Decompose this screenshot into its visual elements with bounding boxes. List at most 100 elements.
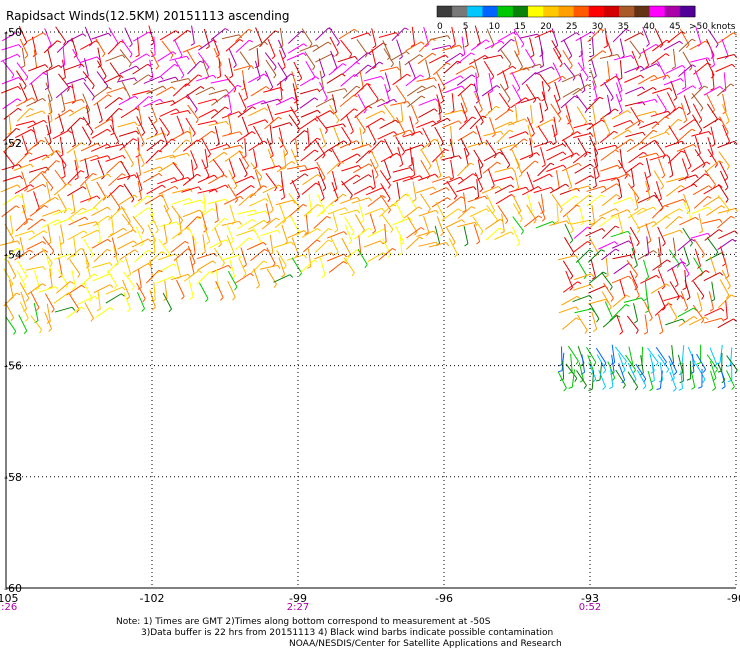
- wind-barb: [336, 143, 341, 147]
- wind-barb: [279, 81, 283, 100]
- wind-barb: [39, 196, 56, 208]
- wind-barb: [260, 264, 278, 270]
- wind-barb: [19, 38, 29, 56]
- wind-barb: [416, 230, 434, 237]
- wind-barb: [366, 83, 371, 86]
- wind-barb: [433, 77, 437, 82]
- wind-barb: [552, 62, 562, 79]
- wind-barb: [249, 185, 264, 198]
- wind-barb: [196, 74, 214, 82]
- wind-barb: [681, 65, 686, 69]
- wind-barb: [333, 126, 341, 144]
- wind-barb: [710, 87, 715, 91]
- wind-barb: [350, 130, 354, 135]
- wind-barb: [501, 213, 505, 232]
- wind-barb: [514, 103, 518, 122]
- wind-barb: [312, 41, 329, 53]
- wind-barb: [693, 316, 698, 320]
- wind-barb: [30, 83, 38, 101]
- wind-barb: [535, 72, 540, 75]
- wind-barb: [17, 260, 28, 277]
- wind-barb: [575, 31, 592, 42]
- wind-barb: [53, 292, 69, 304]
- wind-barb: [265, 203, 271, 221]
- wind-barb: [598, 177, 617, 183]
- wind-barb: [181, 74, 185, 79]
- wind-barb: [15, 152, 29, 166]
- wind-barb: [16, 53, 21, 58]
- wind-barb: [68, 106, 85, 117]
- wind-barb: [562, 360, 565, 379]
- wind-barb: [211, 130, 216, 134]
- wind-barb: [650, 110, 669, 117]
- wind-barb: [83, 282, 93, 299]
- wind-barb: [629, 235, 636, 253]
- wind-barb: [278, 127, 284, 146]
- wind-barb: [3, 268, 14, 285]
- wind-barb: [562, 50, 573, 66]
- wind-barb: [420, 41, 425, 45]
- wind-barb: [213, 174, 218, 179]
- wind-barb: [617, 214, 624, 233]
- wind-barb: [363, 75, 382, 82]
- wind-barb: [27, 32, 44, 42]
- wind-barb: [563, 62, 576, 78]
- wind-barb: [646, 198, 651, 202]
- wind-barb: [90, 155, 108, 162]
- wind-barb: [250, 248, 265, 262]
- wind-barb: [105, 286, 123, 295]
- wind-barb: [657, 265, 662, 269]
- wind-barb: [0, 184, 18, 193]
- wind-barb: [733, 318, 737, 322]
- wind-barb: [447, 197, 451, 201]
- wind-barb: [495, 194, 512, 205]
- wind-barb: [187, 104, 199, 120]
- wind-barb: [627, 173, 631, 177]
- wind-barb: [119, 249, 135, 261]
- wind-barb: [685, 44, 690, 49]
- colorbar-tick-label: 0: [437, 22, 443, 32]
- wind-barb: [27, 119, 44, 129]
- x-tick-label: -96: [435, 592, 453, 605]
- wind-barb: [204, 148, 209, 167]
- wind-barb: [192, 235, 196, 254]
- wind-barb: [471, 116, 477, 120]
- wind-barb: [174, 185, 179, 190]
- wind-barb: [119, 184, 124, 188]
- wind-barb: [20, 254, 25, 258]
- wind-barb: [51, 308, 55, 313]
- wind-barb: [191, 262, 196, 266]
- wind-barb: [74, 177, 79, 181]
- wind-barb: [731, 386, 735, 390]
- wind-barb: [339, 209, 358, 216]
- wind-barb: [28, 152, 33, 155]
- wind-barb: [267, 149, 276, 167]
- wind-barb: [474, 172, 484, 190]
- wind-barb: [248, 107, 265, 117]
- wind-barb: [92, 195, 107, 209]
- wind-barb: [28, 230, 45, 241]
- wind-barb: [372, 141, 377, 146]
- wind-barb: [273, 284, 277, 288]
- wind-barb: [473, 149, 484, 166]
- wind-barb: [133, 240, 137, 244]
- wind-barb: [399, 120, 404, 124]
- wind-barb: [296, 232, 300, 237]
- wind-barb: [107, 155, 111, 160]
- wind-barb: [107, 238, 112, 243]
- wind-barb: [669, 174, 674, 178]
- wind-barb: [369, 213, 377, 232]
- wind-barb: [482, 161, 498, 174]
- wind-barb: [41, 218, 46, 222]
- wind-barb: [537, 125, 549, 142]
- wind-barb: [251, 193, 256, 196]
- wind-barb: [274, 187, 278, 192]
- wind-barb: [435, 201, 445, 219]
- wind-barb: [295, 254, 299, 258]
- wind-barb: [463, 119, 468, 123]
- wind-barb: [197, 216, 202, 219]
- wind-barb: [510, 184, 515, 188]
- wind-barb: [508, 186, 527, 193]
- wind-barb: [280, 196, 285, 200]
- wind-barb: [253, 125, 263, 142]
